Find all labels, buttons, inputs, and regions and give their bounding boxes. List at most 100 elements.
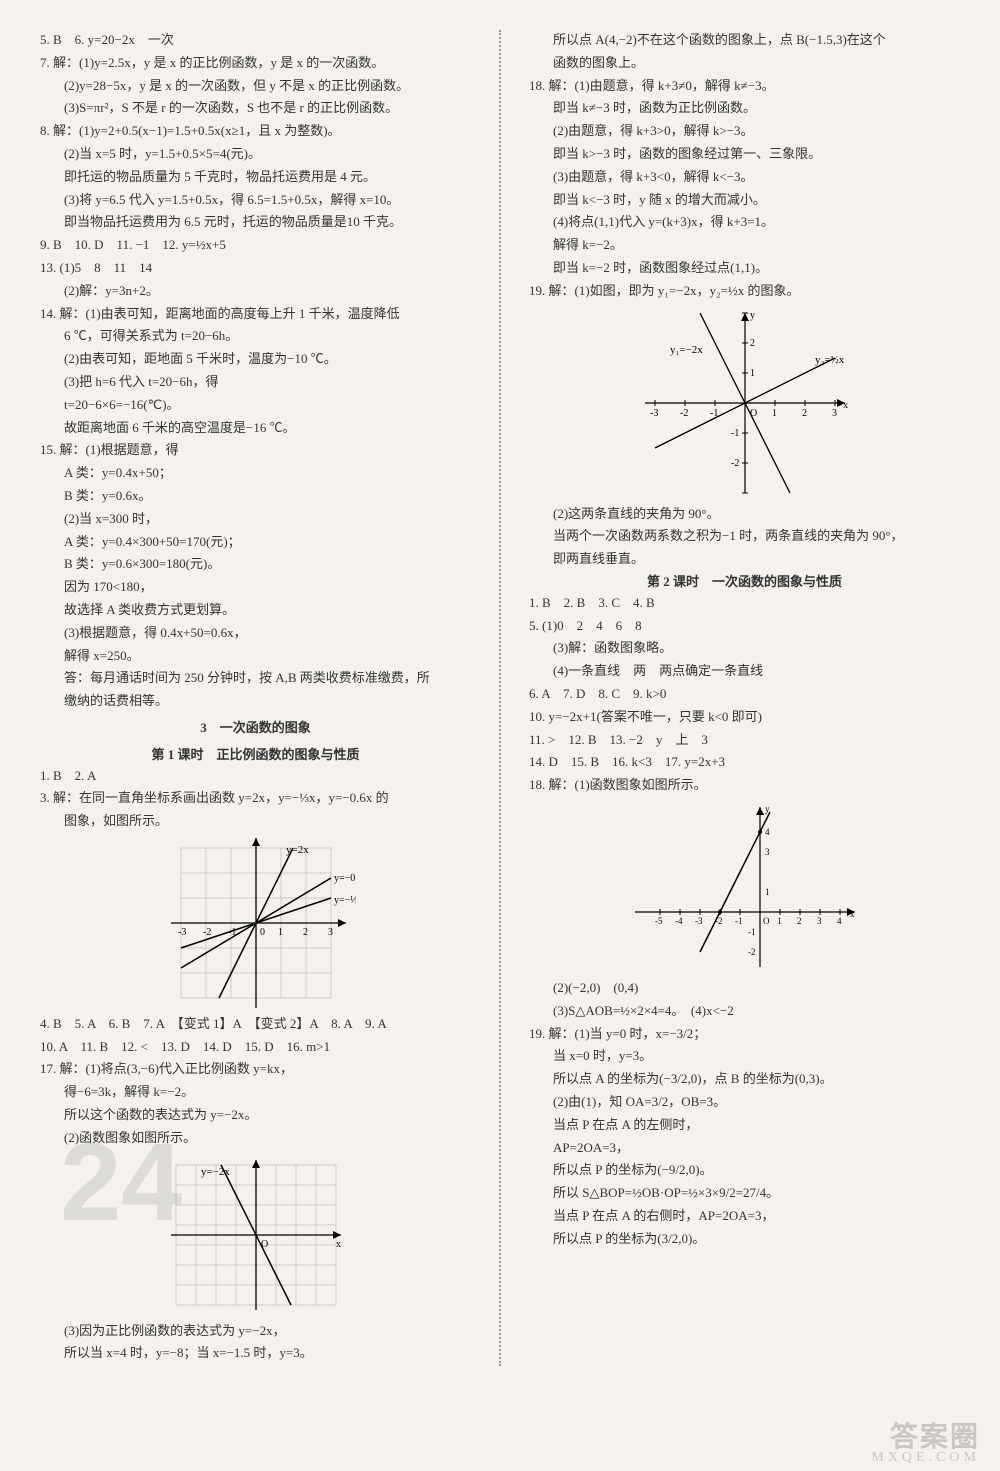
svg-text:x: x <box>843 400 848 411</box>
svg-text:O: O <box>763 916 770 926</box>
text: 缴纳的话费相等。 <box>40 691 471 712</box>
text: 4. B 5. A 6. B 7. A 【变式 1】A 【变式 2】A 8. A… <box>40 1014 471 1035</box>
text: 所以点 P 的坐标为(−9/2,0)。 <box>529 1160 960 1181</box>
text: A 类：y=0.4x+50； <box>40 463 471 484</box>
svg-text:y=−⅓x: y=−⅓x <box>334 895 356 906</box>
chart-perpendicular: y₁=−2x y₂=½x -3-2-1O123 xy 21-1-2 <box>635 308 855 498</box>
text: 即当 k<−3 时，y 随 x 的增大而减小。 <box>529 190 960 211</box>
svg-text:-3: -3 <box>650 408 658 419</box>
text: 所以这个函数的表达式为 y=−2x。 <box>40 1105 471 1126</box>
text: 故选择 A 类收费方式更划算。 <box>40 600 471 621</box>
section-heading: 3 一次函数的图象 <box>40 718 471 739</box>
text: (2)当 x=5 时，y=1.5+0.5×5=4(元)。 <box>40 144 471 165</box>
text: 解得 x=250。 <box>40 646 471 667</box>
section-subheading: 第 1 课时 正比例函数的图象与性质 <box>40 745 471 766</box>
text: A 类：y=0.4×300+50=170(元)； <box>40 532 471 553</box>
chart-three-lines: y=2x y=−⅓x y=−0.6x -3-2-10123 <box>156 838 356 1008</box>
text: 13. (1)5 8 11 14 <box>40 258 471 279</box>
text: (2)当 x=300 时， <box>40 509 471 530</box>
section-subheading: 第 2 课时 一次函数的图象与性质 <box>529 572 960 593</box>
svg-text:y=−2x: y=−2x <box>201 1166 230 1178</box>
svg-text:4: 4 <box>837 916 842 926</box>
svg-text:-2: -2 <box>715 916 723 926</box>
svg-text:1: 1 <box>765 887 770 897</box>
text: B 类：y=0.6×300=180(元)。 <box>40 554 471 575</box>
text: (2)y=28−5x，y 是 x 的一次函数，但 y 不是 x 的正比例函数。 <box>40 76 471 97</box>
svg-text:1: 1 <box>750 368 755 379</box>
text: 1. B 2. A <box>40 766 471 787</box>
text: 当 x=0 时，y=3。 <box>529 1046 960 1067</box>
text: 17. 解：(1)将点(3,−6)代入正比例函数 y=kx， <box>40 1059 471 1080</box>
text: (3)解：函数图象略。 <box>529 638 960 659</box>
svg-text:3: 3 <box>765 847 770 857</box>
text: 18. 解：(1)由题意，得 k+3≠0，解得 k≠−3。 <box>529 76 960 97</box>
svg-text:-1: -1 <box>228 927 236 938</box>
svg-text:2: 2 <box>797 916 802 926</box>
svg-text:x: x <box>850 909 855 919</box>
chart-neg2x: y=−2x O x <box>166 1155 346 1315</box>
text: (3)把 h=6 代入 t=20−6h，得 <box>40 372 471 393</box>
text: (2)这两条直线的夹角为 90°。 <box>529 504 960 525</box>
svg-text:2: 2 <box>303 927 308 938</box>
text: 答：每月通话时间为 250 分钟时，按 A,B 两类收费标准缴费，所 <box>40 668 471 689</box>
text: t=20−6×6=−16(℃)。 <box>40 395 471 416</box>
text: 7. 解：(1)y=2.5x，y 是 x 的正比例函数，y 是 x 的一次函数。 <box>40 53 471 74</box>
svg-text:y=−0.6x: y=−0.6x <box>334 873 356 884</box>
text: 11. > 12. B 13. −2 y 上 3 <box>529 730 960 751</box>
svg-text:3: 3 <box>817 916 822 926</box>
svg-text:-4: -4 <box>675 916 683 926</box>
text: 当两个一次函数两系数之积为−1 时，两条直线的夹角为 90°， <box>529 526 960 547</box>
text: 因为 170<180， <box>40 577 471 598</box>
svg-text:-5: -5 <box>655 916 663 926</box>
svg-text:-3: -3 <box>178 927 186 938</box>
text: 9. B 10. D 11. −1 12. y=½x+5 <box>40 235 471 256</box>
text: 14. D 15. B 16. k<3 17. y=2x+3 <box>529 752 960 773</box>
text: (3)因为正比例函数的表达式为 y=−2x， <box>40 1321 471 1342</box>
svg-text:0: 0 <box>260 927 265 938</box>
column-divider <box>499 30 501 1366</box>
text: 1. B 2. B 3. C 4. B <box>529 593 960 614</box>
text: (2)函数图象如图所示。 <box>40 1128 471 1149</box>
text: 6. A 7. D 8. C 9. k>0 <box>529 684 960 705</box>
text: 19. 解：(1)当 y=0 时，x=−3/2； <box>529 1024 960 1045</box>
text: 19. 解：(1)如图，即为 y₁=−2x，y₂=½x 的图象。 <box>529 281 960 302</box>
svg-text:1: 1 <box>777 916 782 926</box>
text: 14. 解：(1)由表可知，距离地面的高度每上升 1 千米，温度降低 <box>40 304 471 325</box>
text: 所以点 A 的坐标为(−3/2,0)，点 B 的坐标为(0,3)。 <box>529 1069 960 1090</box>
text: (4)一条直线 两 两点确定一条直线 <box>529 661 960 682</box>
svg-text:y: y <box>750 310 755 321</box>
text: 18. 解：(1)函数图象如图所示。 <box>529 775 960 796</box>
text: 8. 解：(1)y=2+0.5(x−1)=1.5+0.5x(x≥1，且 x 为整… <box>40 121 471 142</box>
svg-text:-2: -2 <box>680 408 688 419</box>
text: 即当 k>−3 时，函数的图象经过第一、三象限。 <box>529 144 960 165</box>
text: 即当 k=−2 时，函数图象经过点(1,1)。 <box>529 258 960 279</box>
svg-text:O: O <box>261 1239 268 1250</box>
text: (2)由(1)，知 OA=3/2，OB=3。 <box>529 1092 960 1113</box>
text: 5. B 6. y=20−2x 一次 <box>40 30 471 51</box>
text: (3)根据题意，得 0.4x+50=0.6x， <box>40 623 471 644</box>
svg-text:2: 2 <box>802 408 807 419</box>
text: (2)解：y=3n+2。 <box>40 281 471 302</box>
text: 所以当 x=4 时，y=−8；当 x=−1.5 时，y=3。 <box>40 1343 471 1364</box>
text: 函数的图象上。 <box>529 53 960 74</box>
page-columns: 5. B 6. y=20−2x 一次 7. 解：(1)y=2.5x，y 是 x … <box>40 30 960 1366</box>
svg-text:y₁=−2x: y₁=−2x <box>670 344 703 356</box>
text: 5. (1)0 2 4 6 8 <box>529 616 960 637</box>
text: 故距离地面 6 千米的高空温度是−16 ℃。 <box>40 418 471 439</box>
svg-text:-1: -1 <box>748 927 756 937</box>
text: 所以 S△BOP=½OB·OP=½×3×9/2=27/4。 <box>529 1183 960 1204</box>
text: (4)将点(1,1)代入 y=(k+3)x，得 k+3=1。 <box>529 212 960 233</box>
text: AP=2OA=3， <box>529 1138 960 1159</box>
text: 所以点 P 的坐标为(3/2,0)。 <box>529 1229 960 1250</box>
text: (3)S=πr²，S 不是 r 的一次函数，S 也不是 r 的正比例函数。 <box>40 98 471 119</box>
text: (3)由题意，得 k+3<0，解得 k<−3。 <box>529 167 960 188</box>
text: 即托运的物品质量为 5 千克时，物品托运费用是 4 元。 <box>40 167 471 188</box>
chart-2x-plus-4: -5-4-3-2-1O1234 xy 431-1-2 <box>630 802 860 972</box>
svg-text:1: 1 <box>278 927 283 938</box>
text: 即当物品托运费用为 6.5 元时，托运的物品质量是10 千克。 <box>40 212 471 233</box>
text: 3. 解：在同一直角坐标系画出函数 y=2x，y=−⅓x，y=−0.6x 的 <box>40 788 471 809</box>
svg-text:O: O <box>750 408 757 419</box>
text: (3)将 y=6.5 代入 y=1.5+0.5x，得 6.5=1.5+0.5x，… <box>40 190 471 211</box>
svg-text:2: 2 <box>750 338 755 349</box>
svg-text:3: 3 <box>832 408 837 419</box>
